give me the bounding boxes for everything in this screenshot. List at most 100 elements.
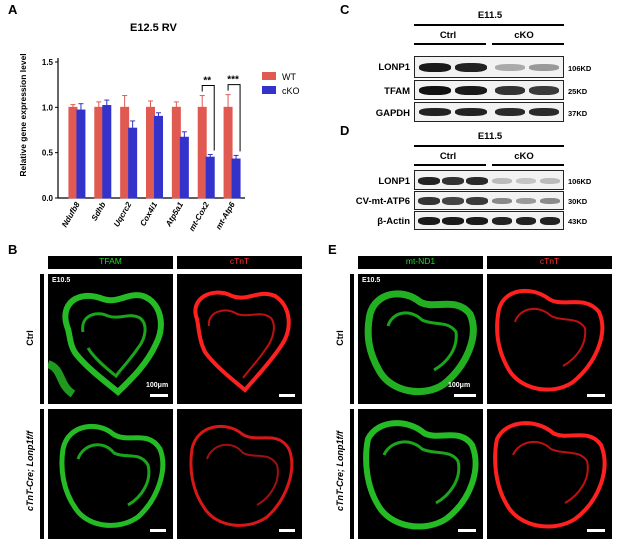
panel-e-row-ctrl: Ctrl — [335, 330, 345, 346]
scalebar — [150, 529, 166, 532]
x-tick-label: Uqcrc2 — [112, 200, 134, 228]
blot-d-label-actin: β-Actin — [377, 216, 410, 227]
scalebar — [150, 394, 168, 397]
bar-wt-sdhb — [94, 106, 104, 199]
blot-d-lonp1 — [414, 170, 564, 190]
y-tick-label: 0.0 — [42, 194, 54, 203]
panel-b-header-ctnt: cTnT — [229, 256, 250, 266]
x-tick-label: mt-Atp6 — [214, 200, 237, 231]
bar-wt-ndufb8 — [68, 106, 78, 199]
legend-label-wt: WT — [282, 72, 296, 82]
blot-d-label-lonp1: LONP1 — [378, 176, 410, 187]
panel-label-d: D — [340, 123, 350, 138]
blot-c-cko-line — [492, 43, 564, 45]
blot-d-kd-actin: 43KD — [568, 217, 588, 226]
panel-label-c: C — [340, 2, 350, 17]
significance-bracket — [227, 84, 241, 152]
panel-b-side-bar-1 — [40, 274, 44, 404]
significance-bracket — [201, 85, 215, 151]
bar-cko-sdhb — [102, 105, 112, 199]
x-tick-label: Atp5a1 — [163, 200, 185, 229]
bar-wt-mt-atp6 — [223, 106, 233, 199]
blot-c-label-gapdh: GAPDH — [375, 108, 410, 119]
blot-c-kd-gapdh: 37KD — [568, 109, 588, 118]
blot-d-kd-atp6: 30KD — [568, 197, 588, 206]
panel-b-side-bar-2 — [40, 409, 44, 539]
panel-e-header-nd1: mt-ND1 — [405, 256, 436, 266]
significance-label: ** — [203, 76, 211, 87]
panel-b-row-ctrl: Ctrl — [25, 330, 35, 346]
y-axis-label: Relative gene expression level — [18, 53, 28, 176]
blot-c-tfam — [414, 80, 564, 100]
scalebar — [279, 529, 295, 532]
blot-c-group-ctrl: Ctrl — [439, 30, 457, 41]
blot-d-kd-lonp1: 106KD — [568, 177, 592, 186]
panel-e-scalebar-label: 100μm — [448, 382, 471, 389]
blot-c-kd-lonp1: 106KD — [568, 64, 592, 73]
panel-b-header-left: TFAM — [48, 256, 173, 269]
blot-c-stage-line — [414, 24, 564, 26]
bar-cko-atp5a1 — [179, 136, 189, 199]
y-tick-label: 0.5 — [42, 149, 54, 158]
panel-b-img-ctrl-tfam: E10.5 100μm — [48, 274, 173, 404]
scalebar — [458, 529, 476, 532]
significance-label: *** — [227, 75, 239, 86]
blot-d-group-ctrl: Ctrl — [439, 151, 457, 162]
panel-b-stage: E10.5 — [52, 277, 71, 284]
blot-c-group-cko: cKO — [514, 30, 534, 41]
panel-e-header-right: cTnT — [487, 256, 612, 269]
panel-label-a: A — [8, 2, 18, 17]
panel-e-stage: E10.5 — [362, 277, 381, 284]
blot-d-group-cko: cKO — [514, 151, 534, 162]
blot-d-label-atp6: CV-mt-ATP6 — [355, 196, 410, 207]
legend-label-cko: cKO — [282, 86, 300, 96]
panel-e-img-cko-nd1 — [358, 409, 483, 539]
panel-e-row-cko: cTnT-Cre; Lonp1f/f — [335, 431, 345, 511]
panel-label-b: B — [8, 242, 18, 257]
blot-c-stage: E11.5 — [477, 10, 503, 21]
bar-cko-uqcrc2 — [128, 127, 138, 199]
panel-e-header-ctnt: cTnT — [539, 256, 560, 266]
panel-b-scalebar-label: 100μm — [146, 382, 169, 389]
blot-d-ctrl-line — [414, 164, 486, 166]
blot-d-stage: E11.5 — [477, 131, 503, 142]
panel-b-row-cko: cTnT-Cre; Lonp1f/f — [25, 431, 35, 511]
x-tick-label: Ndufb8 — [60, 200, 82, 229]
panel-e-side-bar-1 — [350, 274, 354, 404]
panel-b-img-cko-tfam — [48, 409, 173, 539]
panel-b-img-ctrl-ctnt — [177, 274, 302, 404]
legend-swatch-wt — [262, 72, 276, 80]
y-tick-label: 1.0 — [42, 103, 54, 112]
bar-cko-mt-cox2 — [205, 156, 215, 199]
y-tick-label: 1.5 — [42, 58, 54, 67]
x-tick-label: Sdhb — [90, 200, 108, 222]
panel-label-e: E — [328, 242, 337, 257]
bar-wt-mt-cox2 — [197, 106, 207, 199]
bar-cko-ndufb8 — [76, 109, 86, 199]
blot-c-ctrl-line — [414, 43, 486, 45]
blot-c-label-lonp1: LONP1 — [378, 62, 410, 73]
panel-b-header-right: cTnT — [177, 256, 302, 269]
legend-swatch-cko — [262, 86, 276, 94]
blot-d-stage-line — [414, 145, 564, 147]
panel-e-img-ctrl-nd1: E10.5 100μm — [358, 274, 483, 404]
bar-wt-atp5a1 — [171, 106, 181, 199]
x-tick-label: Cox4i1 — [138, 200, 159, 228]
blot-d-cko-line — [492, 164, 564, 166]
blot-d-atp6 — [414, 191, 564, 210]
panel-b-header-tfam: TFAM — [99, 256, 122, 266]
blot-d-actin — [414, 211, 564, 230]
scalebar — [279, 394, 295, 397]
scalebar — [587, 529, 605, 532]
panel-e-img-cko-ctnt — [487, 409, 612, 539]
panel-b-img-cko-ctnt — [177, 409, 302, 539]
bar-wt-cox4i1 — [146, 106, 155, 199]
blot-c-gapdh — [414, 102, 564, 122]
scalebar — [587, 394, 605, 397]
blot-c-lonp1 — [414, 56, 564, 78]
panel-e-header-left: mt-ND1 — [358, 256, 483, 269]
bar-cko-cox4i1 — [154, 115, 163, 199]
x-tick-label: mt-Cox2 — [187, 200, 211, 233]
bar-chart: Relative gene expression level 0.0 0.5 1.0… — [18, 53, 300, 233]
blot-c-kd-tfam: 25KD — [568, 87, 588, 96]
